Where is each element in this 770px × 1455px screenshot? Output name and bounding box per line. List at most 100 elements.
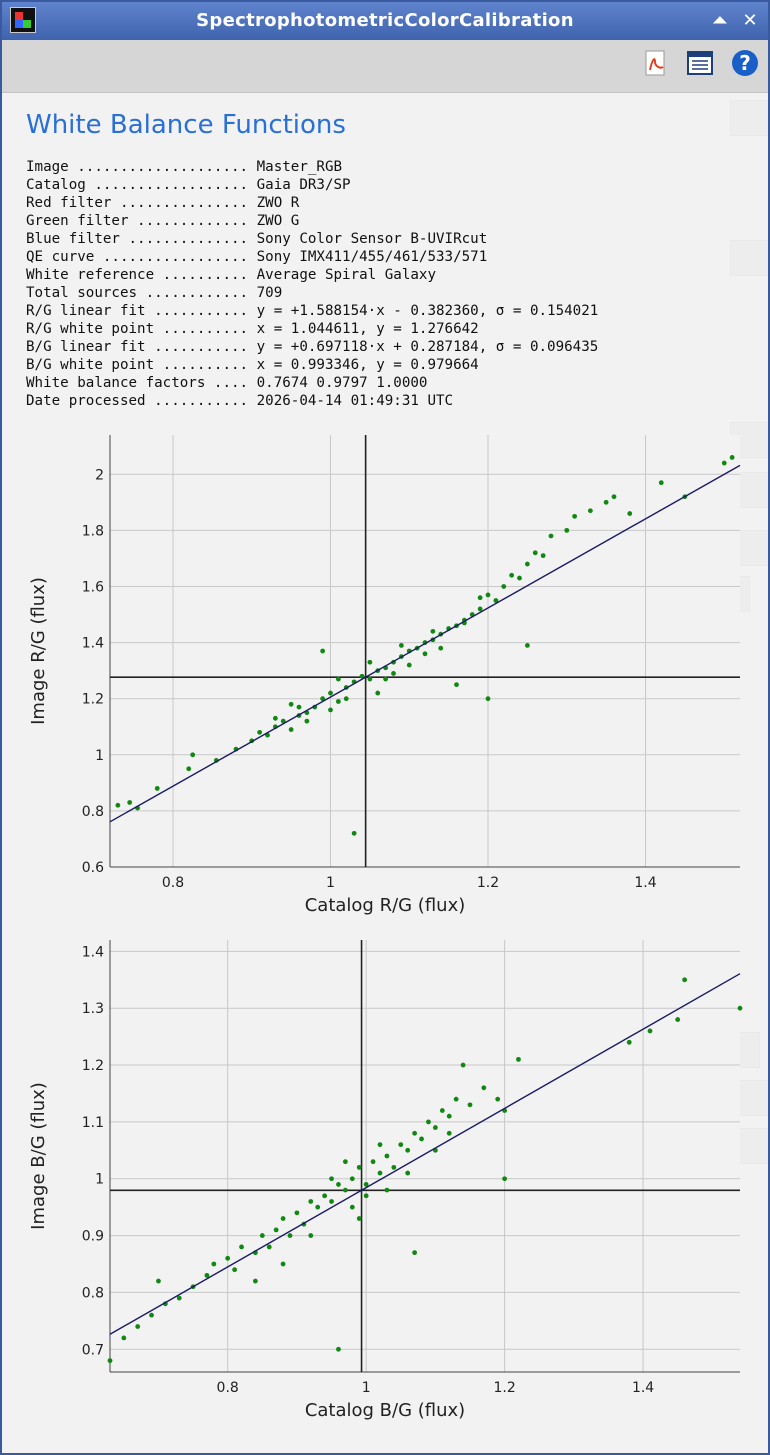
help-icon[interactable]: ? [732, 50, 758, 76]
data-point [398, 642, 404, 648]
data-point [335, 699, 341, 704]
y-tick-label: 0.6 [82, 860, 104, 876]
data-point [121, 1335, 127, 1341]
data-point [501, 584, 507, 589]
x-tick-label: 1.4 [634, 875, 656, 891]
data-point [259, 1233, 265, 1238]
data-point [426, 1119, 431, 1125]
data-point [296, 704, 302, 710]
bg-scatter-chart: 0.8 1 1.2 1.4 0.7 0.8 0.9 1 1.1 1.2 1.3 1.4 Catalog … [28, 940, 743, 1421]
y-tick-label: 0.7 [82, 1342, 104, 1358]
data-point [398, 1142, 404, 1148]
x-tick-label: 1 [362, 1380, 371, 1396]
fit-line [109, 464, 741, 823]
data-point [454, 682, 459, 688]
background-icon [730, 100, 768, 136]
data-point [280, 1261, 286, 1267]
y-axis-label: Image R/G (flux) [28, 577, 49, 725]
data-point [149, 1312, 154, 1318]
y-tick-label: 2 [95, 467, 104, 483]
info-row: R/G white point .......... x = 1.044611,… [26, 321, 479, 337]
data-point [356, 1216, 362, 1221]
title-bar[interactable]: SpectrophotometricColorCalibration ⏶ ✕ [2, 2, 768, 40]
plot-area [110, 940, 740, 1372]
info-row: White balance factors .... 0.7674 0.9797… [26, 375, 428, 391]
data-point [485, 592, 491, 598]
data-point [273, 1227, 279, 1233]
data-point [540, 553, 546, 559]
data-point [603, 499, 609, 505]
data-point [572, 513, 578, 519]
x-axis-label: Catalog R/G (flux) [305, 895, 466, 916]
data-point [647, 1028, 653, 1034]
data-point [405, 1147, 411, 1153]
data-point [391, 1164, 397, 1170]
pdf-icon[interactable] [642, 50, 668, 76]
data-point [626, 1039, 632, 1045]
data-point [294, 1210, 300, 1216]
y-tick-label: 0.8 [82, 804, 104, 820]
y-tick-label: 1 [95, 1172, 104, 1188]
data-point [406, 662, 412, 668]
shade-button[interactable]: ⏶ [712, 10, 728, 31]
data-point [336, 1182, 341, 1187]
data-point [419, 1136, 424, 1142]
data-point [375, 690, 381, 696]
data-point [384, 1153, 390, 1159]
data-point [682, 977, 688, 983]
data-point [658, 480, 664, 486]
info-row: White reference .......... Average Spira… [26, 267, 436, 283]
y-tick-label: 1.6 [82, 579, 104, 595]
data-point [349, 1176, 355, 1182]
data-point [675, 1017, 681, 1022]
data-point [156, 1278, 161, 1284]
data-point [342, 1159, 348, 1165]
x-tick-label: 1.4 [632, 1380, 654, 1396]
data-point [367, 676, 373, 682]
data-point [239, 1244, 244, 1250]
data-point [384, 1187, 390, 1193]
data-point [115, 802, 121, 808]
data-point [107, 1358, 113, 1364]
y-axis-label: Image B/G (flux) [28, 1082, 49, 1230]
data-point [287, 1233, 293, 1238]
y-tick-label: 1.4 [82, 636, 104, 652]
info-row: Red filter ............... ZWO R [26, 195, 300, 211]
data-point [335, 676, 341, 682]
list-icon[interactable] [687, 50, 713, 76]
y-tick-label: 0.9 [82, 1229, 104, 1245]
toolbar: ? [2, 40, 768, 93]
fit-line [109, 973, 741, 1335]
app-icon [10, 7, 36, 33]
data-point [154, 786, 160, 791]
data-point [329, 1176, 334, 1182]
data-point [495, 1096, 501, 1102]
plot-area [110, 435, 740, 867]
data-point [721, 460, 727, 466]
info-row: Catalog .................. Gaia DR3/SP [26, 177, 351, 193]
data-point [412, 1130, 418, 1136]
data-point [257, 729, 263, 735]
x-tick-label: 1 [326, 875, 335, 891]
data-point [383, 676, 389, 682]
info-row: QE curve ................. Sony IMX411/4… [26, 249, 488, 265]
info-row: Image .................... Master_RGB [26, 159, 343, 175]
y-tick-label: 1.2 [82, 1058, 104, 1074]
data-point [432, 1125, 438, 1130]
data-point [204, 1272, 210, 1278]
window-title: SpectrophotometricColorCalibration [196, 10, 574, 31]
data-point [422, 651, 428, 657]
data-point [315, 1204, 321, 1210]
data-point [493, 598, 499, 603]
data-point [363, 1182, 369, 1187]
data-point [377, 1170, 383, 1176]
data-point [272, 715, 278, 721]
y-tick-label: 1 [95, 748, 104, 764]
y-tick-label: 1.8 [82, 523, 104, 539]
close-button[interactable]: ✕ [742, 10, 758, 31]
data-point [367, 659, 373, 665]
rg-scatter-chart: 0.8 1 1.2 1.4 0.6 0.8 1 1.2 1.4 1.6 1.8 2 Catalog R/… [28, 435, 741, 916]
data-point [342, 1187, 348, 1193]
data-point [186, 766, 192, 772]
data-point [356, 1164, 362, 1170]
